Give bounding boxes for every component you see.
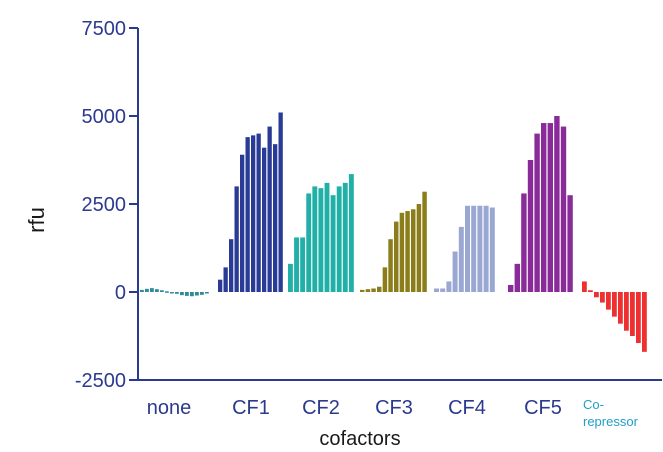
group-label-cf1: CF1: [232, 397, 270, 419]
bar-cf2-5: [312, 186, 318, 292]
bar-cf3-8: [399, 212, 405, 292]
bar-cf5-7: [547, 123, 553, 292]
group-label-cf3: CF3: [375, 397, 413, 419]
bar-cf2-3: [300, 237, 306, 292]
bar-cf1-1: [218, 279, 223, 292]
bar-cf2-1: [288, 263, 293, 292]
bar-cf3-11: [416, 204, 422, 292]
bar-cf4-9: [483, 205, 489, 292]
bar-cf5-8: [554, 116, 560, 292]
bar-none-13: [200, 292, 204, 295]
bar-co-9: [630, 292, 635, 336]
bar-co-10: [636, 292, 641, 344]
group-labels: none CF1 CF2 CF3 CF4 CF5 Co-repressor: [147, 397, 639, 429]
y-ticks: 7500 5000 2500 0 -2500: [75, 18, 138, 392]
bar-cf1-8: [256, 133, 261, 292]
bar-cf5-10: [567, 195, 573, 292]
bar-cf1-10: [267, 126, 272, 292]
bar-cf4-5: [458, 226, 464, 292]
group-label-corepressor: Co-repressor: [583, 397, 639, 429]
bar-cf2-11: [348, 174, 354, 292]
bar-cf2-7: [324, 182, 330, 292]
bar-cf5-3: [521, 193, 527, 292]
bar-none-5: [160, 290, 164, 292]
bar-cf1-5: [240, 154, 245, 292]
bar-cf4-10: [489, 207, 495, 292]
bar-none-12: [195, 292, 199, 296]
bar-co-11: [642, 292, 647, 352]
bar-cf3-6: [388, 239, 393, 292]
bar-cf3-7: [394, 221, 399, 292]
bar-cf3-3: [371, 288, 376, 292]
bar-none-1: [140, 289, 144, 292]
bar-cf2-4: [306, 193, 312, 292]
bar-cf4-8: [477, 205, 483, 292]
bar-cf4-6: [465, 205, 470, 292]
bar-cf3-4: [377, 286, 382, 292]
bar-cf2-6: [318, 188, 324, 292]
bar-co-5: [606, 292, 611, 310]
bar-cf3-5: [382, 267, 388, 292]
bar-none-7: [170, 292, 174, 294]
bar-none-11: [190, 292, 194, 297]
bar-co-2: [588, 290, 593, 292]
group-label-cf2: CF2: [302, 397, 340, 419]
bar-none-2: [145, 288, 149, 292]
group-label-cf5: CF5: [524, 397, 562, 419]
bar-cf5-9: [560, 126, 567, 292]
bar-cf5-4: [527, 160, 534, 292]
y-tick-label: 5000: [82, 106, 127, 128]
bar-co-8: [624, 292, 629, 331]
bar-none-8: [175, 292, 179, 294]
bars: [140, 112, 647, 352]
bar-none-14: [205, 292, 209, 294]
bar-cf1-9: [262, 147, 267, 292]
bar-cf2-9: [336, 186, 342, 292]
bar-cf1-2: [223, 267, 228, 292]
bar-cf5-1: [508, 284, 514, 292]
bar-cf2-2: [294, 237, 299, 292]
bar-cf5-2: [514, 263, 520, 292]
bar-cf3-1: [360, 289, 365, 292]
bar-cf4-2: [440, 288, 446, 292]
bar-none-6: [165, 291, 169, 293]
bar-cf3-2: [365, 289, 371, 292]
bar-none-10: [185, 292, 189, 296]
bar-cf4-3: [446, 281, 452, 292]
bar-cf3-9: [405, 211, 410, 292]
bar-none-9: [180, 292, 184, 296]
bar-co-6: [612, 292, 617, 317]
bar-cf5-6: [541, 123, 547, 292]
y-tick-label: 2500: [82, 194, 127, 216]
bar-co-7: [618, 292, 623, 324]
bar-co-1: [582, 281, 587, 292]
bar-none-3: [150, 288, 154, 292]
bar-none-4: [155, 289, 159, 292]
x-axis-title: cofactors: [319, 428, 400, 450]
bar-cf2-8: [330, 195, 336, 292]
bar-cf3-10: [411, 209, 416, 292]
bar-cf1-6: [245, 137, 250, 292]
bar-cf5-5: [534, 133, 540, 292]
bar-cf1-7: [251, 135, 256, 292]
bar-cf1-11: [273, 144, 278, 292]
bar-cf2-10: [342, 182, 348, 292]
y-axis-title: rfu: [24, 207, 49, 233]
bar-cf4-1: [434, 288, 439, 292]
bar-cf1-12: [278, 112, 283, 292]
bar-co-4: [600, 292, 605, 303]
bar-co-3: [594, 292, 599, 298]
bar-cf4-4: [452, 251, 458, 292]
bar-cf4-7: [471, 205, 477, 292]
y-tick-label: 7500: [82, 18, 127, 40]
y-tick-label: -2500: [75, 370, 126, 392]
bar-cf1-3: [229, 239, 234, 292]
y-tick-label: 0: [115, 282, 126, 304]
group-label-none: none: [147, 397, 192, 419]
bar-cf3-12: [422, 191, 427, 292]
group-label-cf4: CF4: [448, 397, 486, 419]
bar-cf1-4: [234, 186, 239, 292]
